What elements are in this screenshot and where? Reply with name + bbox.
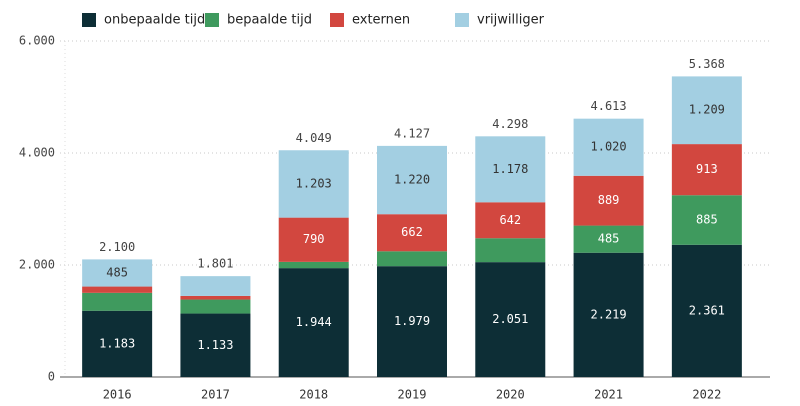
bar-segment	[573, 225, 644, 253]
bar-segment	[475, 202, 546, 239]
x-tick-label: 2019	[398, 388, 427, 402]
bar-segment	[377, 266, 447, 377]
y-tick-label: 0	[48, 370, 55, 384]
total-label: 4.298	[492, 117, 528, 131]
value-label: 1.944	[296, 315, 332, 329]
bar-segment	[82, 292, 153, 311]
y-tick-label: 2.000	[19, 258, 55, 272]
value-label: 885	[696, 213, 718, 227]
legend-label: bepaalde tijd	[227, 13, 312, 28]
total-label: 5.368	[689, 57, 725, 71]
bar-segment	[573, 252, 644, 377]
bar-segment	[573, 175, 644, 226]
value-label: 1.979	[394, 314, 430, 328]
legend-swatch	[82, 13, 96, 27]
bar-segment	[278, 150, 349, 218]
y-tick-label: 4.000	[19, 146, 55, 160]
value-label: 485	[106, 265, 128, 279]
bar-segment	[278, 261, 349, 269]
total-label: 4.127	[394, 126, 430, 140]
value-label: 2.051	[492, 312, 528, 326]
value-label: 1.178	[492, 162, 528, 176]
bar-segment	[573, 118, 644, 176]
x-tick-label: 2016	[103, 388, 132, 402]
total-label: 4.613	[591, 99, 627, 113]
bar-segment	[278, 268, 349, 377]
value-label: 1.209	[689, 103, 725, 117]
value-label: 662	[401, 225, 423, 239]
value-label: 1.203	[296, 176, 332, 190]
bar-segment	[671, 244, 742, 377]
value-label: 1.220	[394, 173, 430, 187]
legend-swatch	[455, 13, 469, 27]
bar-segment	[180, 313, 251, 377]
bar-segment	[82, 310, 153, 377]
legend-swatch	[205, 13, 219, 27]
total-label: 4.049	[296, 131, 332, 145]
total-label: 1.801	[197, 257, 233, 271]
value-label: 1.020	[591, 140, 627, 154]
y-tick-label: 6.000	[19, 34, 55, 48]
bar-segment	[377, 214, 447, 252]
x-tick-label: 2022	[692, 388, 721, 402]
x-tick-label: 2018	[299, 388, 328, 402]
value-label: 889	[598, 193, 620, 207]
bar-segment	[278, 217, 349, 262]
value-label: 485	[598, 232, 620, 246]
total-label: 2.100	[99, 240, 135, 254]
bar-segment	[180, 299, 251, 314]
bar-segment	[82, 286, 153, 293]
bar-segment	[82, 259, 153, 287]
bar-segment	[377, 251, 447, 267]
bar-segment	[671, 195, 742, 245]
value-label: 790	[303, 232, 325, 246]
bar-segment	[671, 144, 742, 196]
bar-segment	[475, 136, 546, 203]
bar-segment	[671, 76, 742, 145]
value-label: 1.183	[99, 336, 135, 350]
value-label: 2.361	[689, 303, 725, 317]
x-tick-label: 2017	[201, 388, 230, 402]
value-label: 1.133	[197, 338, 233, 352]
bar-segment	[475, 238, 546, 263]
x-tick-label: 2020	[496, 388, 525, 402]
legend-label: vrijwilliger	[477, 13, 545, 28]
bar-segment	[180, 276, 251, 296]
x-tick-label: 2021	[594, 388, 623, 402]
legend-label: externen	[352, 13, 410, 28]
value-label: 2.219	[591, 307, 627, 321]
legend-label: onbepaalde tijd	[104, 13, 205, 28]
value-label: 913	[696, 162, 718, 176]
legend-swatch	[330, 13, 344, 27]
bar-segment	[377, 145, 447, 215]
bar-segment	[475, 262, 546, 377]
value-label: 642	[499, 213, 521, 227]
bar-segment	[180, 295, 251, 300]
